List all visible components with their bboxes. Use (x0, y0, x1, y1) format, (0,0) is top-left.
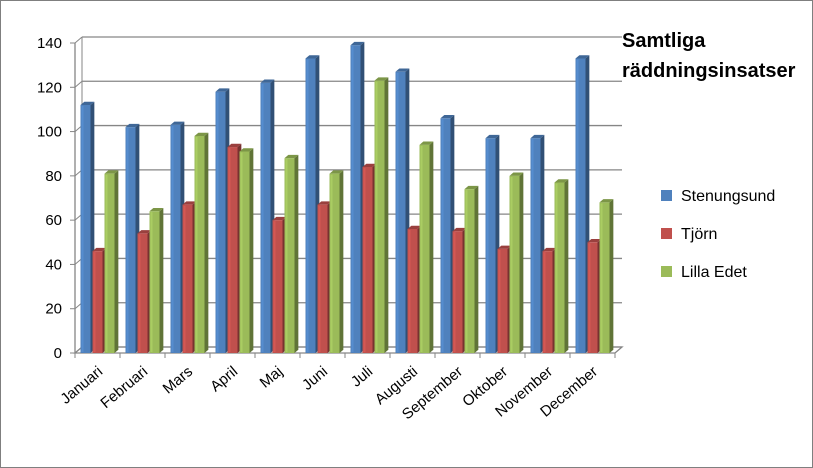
bar (542, 247, 557, 353)
y-tick-label: 100 (37, 124, 62, 141)
legend-item: Stenungsund (661, 188, 775, 205)
bar (170, 121, 185, 353)
y-tick-label: 140 (37, 35, 62, 52)
y-tick-label: 80 (45, 168, 62, 185)
legend-swatch (661, 228, 672, 239)
bar (485, 134, 500, 353)
y-tick-label: 120 (37, 79, 62, 96)
bar (407, 225, 422, 353)
bar (137, 230, 152, 353)
legend-swatch (661, 266, 672, 277)
legend-label: Tjörn (681, 226, 717, 243)
bar (125, 123, 140, 354)
x-tick-label: Maj (257, 363, 286, 392)
bar (317, 201, 332, 353)
bar (80, 101, 95, 353)
bar (215, 88, 230, 354)
bar (464, 185, 479, 353)
bar (554, 179, 569, 353)
bar (587, 238, 602, 353)
x-tick-label: Juli (348, 363, 376, 390)
bar (260, 79, 275, 354)
gridline (74, 36, 622, 44)
x-tick-label: Juni (299, 363, 331, 394)
bar (575, 55, 590, 353)
legend-label: Stenungsund (681, 188, 775, 205)
bar (452, 227, 467, 353)
bar (305, 55, 320, 353)
y-tick-label: 60 (45, 212, 62, 229)
legend-swatch (661, 190, 672, 201)
legend-item: Tjörn (661, 226, 717, 243)
x-tick-label: April (207, 363, 241, 395)
bar (497, 245, 512, 353)
y-tick-label: 20 (45, 301, 62, 318)
gridline (74, 124, 622, 132)
bar (395, 68, 410, 354)
bar (227, 143, 242, 353)
gridline (74, 80, 622, 88)
bar (272, 216, 287, 353)
x-tick-label: Mars (160, 363, 196, 397)
bar (284, 154, 299, 353)
bar (104, 170, 119, 353)
bar (530, 134, 545, 353)
bar (374, 77, 389, 354)
legend: Stenungsund Tjörn Lilla Edet (661, 188, 775, 281)
bar (362, 163, 377, 353)
chart-title-line: räddningsinsatser (622, 60, 796, 82)
legend-item: Lilla Edet (661, 264, 747, 281)
legend-label: Lilla Edet (681, 264, 747, 281)
bar (182, 201, 197, 353)
chart-title-line: Samtliga (622, 30, 706, 52)
bar (440, 114, 455, 354)
bar (599, 199, 614, 353)
y-tick-label: 0 (54, 345, 62, 362)
bar (92, 247, 107, 353)
bars (80, 41, 614, 354)
chart-title: Samtliga räddningsinsatser (622, 30, 796, 82)
bar (149, 207, 164, 353)
x-tick-label: Februari (97, 363, 151, 412)
y-axis-ticks: 0 20 40 60 80 100 120 140 (37, 35, 75, 362)
bar (419, 141, 434, 353)
bar (194, 132, 209, 353)
bar (239, 148, 254, 353)
bar (350, 41, 365, 354)
bar (509, 172, 524, 353)
bar (329, 170, 344, 353)
y-tick-label: 40 (45, 256, 62, 273)
